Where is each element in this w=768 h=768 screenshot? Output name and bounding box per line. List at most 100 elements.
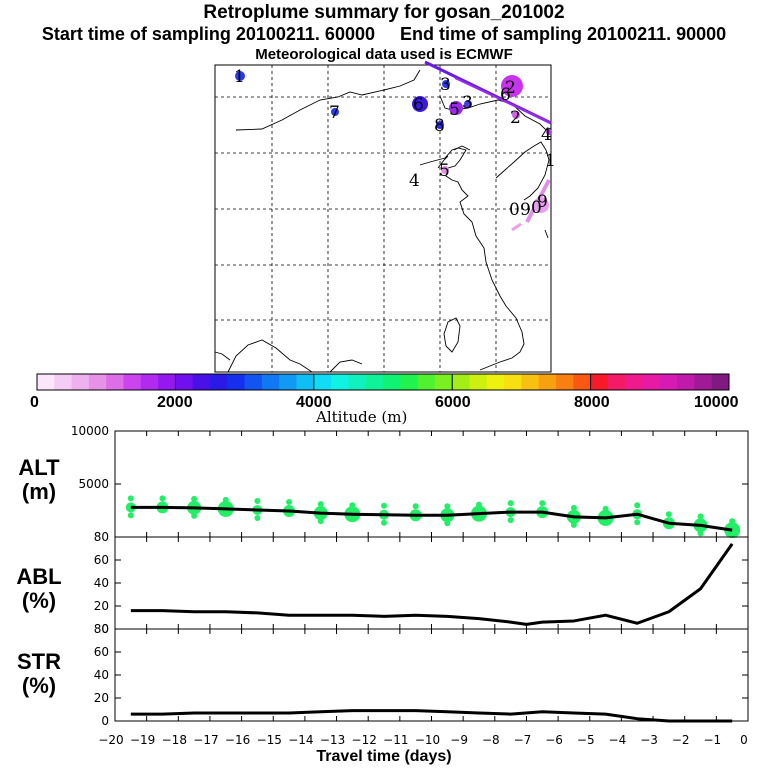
colorbar-swatch [140, 374, 159, 390]
marker-label: 4 [409, 171, 420, 191]
colorbar-swatch [573, 374, 592, 390]
alt-scatter-point [697, 530, 704, 537]
x-tick-label: −3 [640, 733, 658, 747]
x-tick-label: −2 [672, 733, 690, 747]
plume-blob [436, 121, 444, 129]
x-tick-label: −5 [577, 733, 595, 747]
alt-scatter-point [475, 501, 482, 508]
y-tick-label: 20 [94, 599, 109, 613]
x-tick-label: −16 [225, 733, 250, 747]
marker-label: 2 [510, 108, 521, 128]
colorbar-swatch [313, 374, 332, 390]
plume-blobs [235, 71, 552, 213]
colorbar-swatch [365, 374, 384, 390]
x-tick-label: −4 [609, 733, 627, 747]
colorbar-swatch [296, 374, 315, 390]
y-tick-label: 60 [94, 645, 109, 659]
alt-scatter-point [634, 502, 641, 509]
alt-scatter-point [127, 512, 134, 519]
colorbar-swatch [417, 374, 436, 390]
x-tick-label: −7 [514, 733, 532, 747]
series-line [130, 709, 733, 723]
x-tick-label: −9 [450, 733, 468, 747]
colorbar-swatch [106, 374, 124, 390]
alt-scatter-point [634, 519, 641, 526]
marker-label: 2 [505, 78, 516, 98]
str-panel-label: STR (%) [17, 649, 61, 698]
colorbar-swatch [659, 374, 678, 390]
marker-label: 3 [462, 93, 473, 113]
alt-scatter-point [381, 519, 388, 526]
colorbar-swatch [227, 374, 246, 390]
x-axis-label: Travel time (days) [316, 748, 452, 765]
colorbar-swatch [210, 374, 228, 390]
marker-label: 7 [329, 103, 340, 123]
marker-label: 0 [531, 198, 542, 218]
y-tick-label: 5000 [78, 477, 109, 491]
plume-blob [512, 111, 520, 119]
colorbar-tick-label: 2000 [157, 394, 193, 411]
plume-blob [412, 96, 428, 112]
map-grid [215, 65, 551, 372]
marker-label: 9 [537, 192, 548, 212]
map-frame [214, 64, 552, 373]
colorbar-swatch [486, 374, 505, 390]
colorbar [36, 373, 730, 391]
alt-scatter-point [317, 501, 324, 508]
y-tick-label: 10000 [71, 424, 109, 438]
x-tick-label: −18 [162, 733, 187, 747]
alt-scatter-point [602, 505, 609, 512]
alt-scatter-point [570, 521, 577, 528]
colorbar-swatch [123, 374, 142, 390]
alt-scatter-point [507, 517, 514, 524]
x-tick-label: −17 [193, 733, 218, 747]
x-tick-label: −8 [482, 733, 500, 747]
alt-scatter-point [349, 502, 356, 509]
x-tick-label: −13 [320, 733, 345, 747]
y-tick-label: 20 [94, 691, 109, 705]
alt-scatter-point [191, 512, 198, 519]
map-panel: 1 2 3 4 5 6 7 8 0 9 1 2 3 4 5 6 0 9 [214, 60, 556, 373]
series-line [130, 543, 734, 626]
colorbar-frame [36, 373, 730, 391]
met-data-label: Meteorological data used is ECMWF [255, 46, 513, 63]
x-tick-label: −15 [257, 733, 282, 747]
colorbar-swatch [642, 374, 661, 390]
colorbar-swatch [71, 374, 90, 390]
marker-label: 4 [541, 125, 552, 145]
y-tick-label: 0 [101, 714, 109, 728]
chart-title: Retroplume summary for gosan_201002 [203, 2, 565, 23]
x-tick-label: 0 [740, 733, 748, 747]
plume-blob [235, 71, 245, 81]
x-tick-label: −19 [130, 733, 155, 747]
start-time-label: Start time of sampling 20100211. 60000 [41, 24, 375, 44]
x-tick-label: −20 [98, 733, 123, 747]
colorbar-title: Altitude (m) [316, 408, 408, 426]
colorbar-swatch [54, 374, 73, 390]
alt-scatter-point [539, 500, 546, 507]
colorbar-swatch [677, 374, 695, 390]
colorbar-tick-label: 6000 [435, 394, 471, 411]
series-line [130, 505, 733, 532]
colorbar-swatch [400, 374, 419, 390]
marker-label: 6 [500, 85, 511, 105]
marker-label: 6 [413, 95, 424, 115]
alt-scatter-point [665, 511, 672, 518]
colorbar-swatch [556, 374, 574, 390]
colorbar-swatch [694, 374, 713, 390]
alt-scatter-point [729, 518, 736, 525]
panel-frame [114, 628, 749, 722]
marker-label: 5 [439, 161, 450, 181]
x-tick-label: −14 [288, 733, 313, 747]
plume-markers: 1 2 3 4 5 6 7 8 0 9 1 2 3 4 5 6 0 9 [234, 67, 556, 220]
plume-blob [449, 101, 463, 115]
x-tick-label: −10 [415, 733, 440, 747]
colorbar-swatch [383, 374, 401, 390]
y-tick-label: 80 [94, 530, 109, 544]
alt-scatter-point [286, 499, 293, 506]
marker-label: 3 [440, 75, 451, 95]
colorbar-swatch [279, 374, 297, 390]
colorbar-swatch [521, 374, 540, 390]
alt-scatter-point [159, 495, 166, 502]
